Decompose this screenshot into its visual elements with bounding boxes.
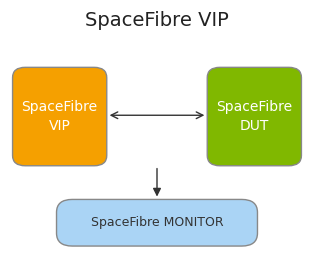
Text: SpaceFibre
DUT: SpaceFibre DUT bbox=[216, 100, 292, 133]
Text: SpaceFibre VIP: SpaceFibre VIP bbox=[85, 11, 229, 30]
FancyBboxPatch shape bbox=[57, 199, 257, 246]
FancyBboxPatch shape bbox=[13, 67, 107, 166]
Text: SpaceFibre
VIP: SpaceFibre VIP bbox=[22, 100, 98, 133]
FancyBboxPatch shape bbox=[207, 67, 301, 166]
Text: SpaceFibre MONITOR: SpaceFibre MONITOR bbox=[91, 216, 223, 229]
